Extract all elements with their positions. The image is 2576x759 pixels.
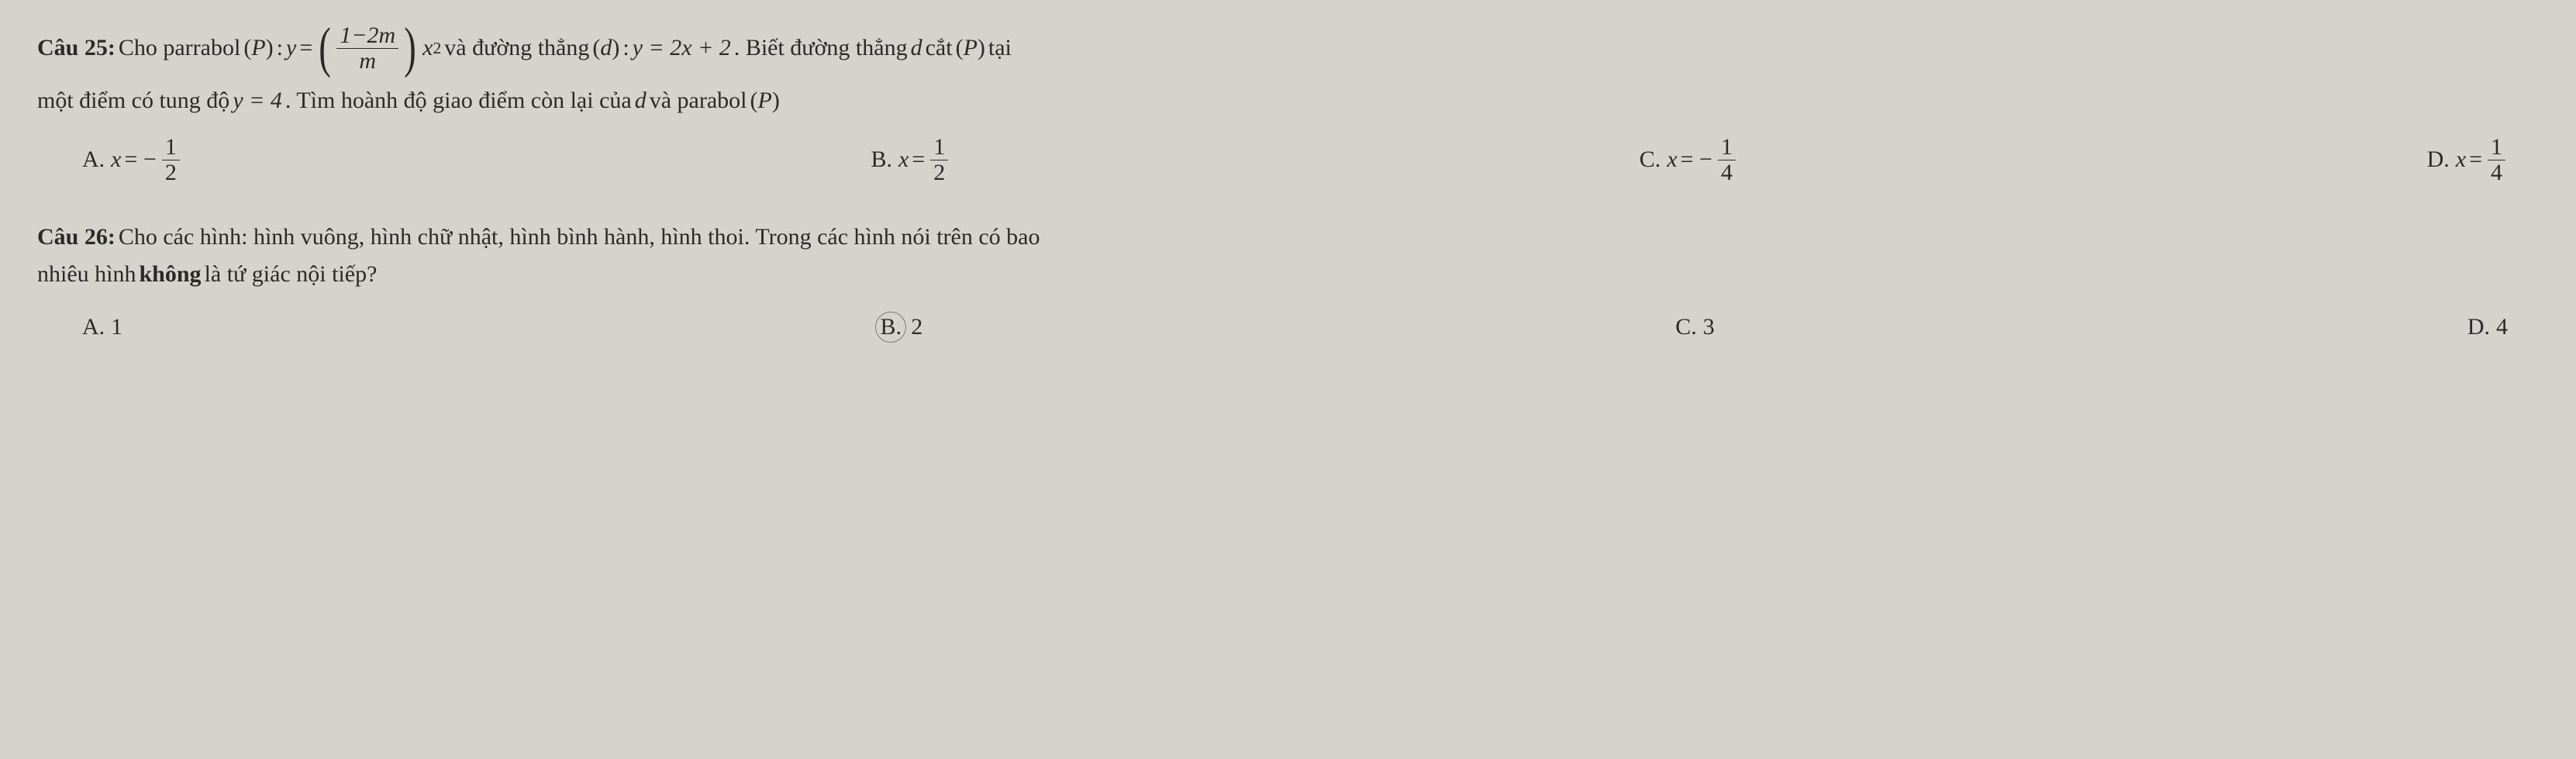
- line-equation: y = 2x + 2: [633, 29, 731, 67]
- question-25: Câu 25: Cho parrabol (P) : y = ( 1−2m m …: [37, 23, 2539, 185]
- option-value: 4: [2496, 309, 2508, 346]
- option-B[interactable]: B. 2: [875, 309, 922, 346]
- frac-den: m: [356, 49, 379, 74]
- frac-den: 4: [2488, 160, 2505, 185]
- big-lparen-icon: (: [319, 26, 331, 71]
- option-D[interactable]: D. 4: [2467, 309, 2508, 346]
- line-d: (d): [592, 29, 619, 67]
- equals-neg: = −: [1681, 141, 1712, 178]
- y-equals-4: y = 4: [233, 82, 282, 119]
- var-P: P: [251, 29, 265, 67]
- frac-den: 2: [162, 160, 180, 185]
- paren-open: (: [750, 82, 758, 119]
- option-label: A.: [82, 141, 105, 178]
- stem-text: và đường thẳng: [444, 29, 589, 67]
- stem-line-1: Câu 25: Cho parrabol (P) : y = ( 1−2m m …: [37, 23, 2539, 73]
- option-value: 3: [1703, 309, 1715, 346]
- frac-den: 4: [1718, 160, 1736, 185]
- stem-text: nhiêu hình: [37, 256, 136, 293]
- paren-open: (: [592, 29, 600, 67]
- stem-line-1: Câu 26: Cho các hình: hình vuông, hình c…: [37, 219, 2539, 256]
- frac-num: 1: [2488, 135, 2505, 160]
- stem-text: là tứ giác nội tiếp?: [205, 256, 378, 293]
- option-D[interactable]: D. x = 1 4: [2427, 135, 2508, 185]
- paren-open: (: [243, 29, 251, 67]
- stem-line-2: nhiêu hình không là tứ giác nội tiếp?: [37, 256, 2539, 293]
- stem-text: . Tìm hoành độ giao điểm còn lại của: [285, 82, 632, 119]
- var-x: x: [1667, 141, 1677, 178]
- question-26-stem: Câu 26: Cho các hình: hình vuông, hình c…: [37, 219, 2539, 293]
- fraction: 1 2: [930, 135, 948, 185]
- fraction: 1 2: [162, 135, 180, 185]
- equals-neg: = −: [125, 141, 157, 178]
- option-C[interactable]: C. 3: [1675, 309, 1715, 346]
- parabola-P: (P): [243, 29, 273, 67]
- option-label: D.: [2427, 141, 2450, 178]
- option-label: C.: [1640, 141, 1661, 178]
- paren-close: ): [266, 29, 274, 67]
- question-label: Câu 25:: [37, 29, 116, 67]
- stem-text: cắt: [926, 29, 953, 67]
- frac-num: 1: [1718, 135, 1736, 160]
- colon: :: [277, 29, 283, 67]
- colon: :: [622, 29, 629, 67]
- question-26-options: A. 1 B. 2 C. 3 D. 4: [37, 309, 2539, 346]
- question-26: Câu 26: Cho các hình: hình vuông, hình c…: [37, 219, 2539, 346]
- parabola-P-3: (P): [750, 82, 780, 119]
- parabola-P-2: (P): [956, 29, 985, 67]
- var-x: x: [898, 141, 909, 178]
- stem-text: Cho các hình: hình vuông, hình chữ nhật,…: [119, 219, 1040, 256]
- coefficient-fraction: ( 1−2m m ): [316, 23, 419, 73]
- option-value: 1: [111, 309, 122, 346]
- var-x: x: [2456, 141, 2466, 178]
- fraction: 1 4: [2488, 135, 2505, 185]
- var-d: d: [911, 29, 922, 67]
- var-x: x: [422, 29, 433, 67]
- paren-open: (: [956, 29, 964, 67]
- x-squared: x2: [422, 29, 441, 67]
- frac-num: 1: [162, 135, 180, 160]
- paren-close: ): [978, 29, 985, 67]
- paren-close: ): [612, 29, 619, 67]
- var-P: P: [964, 29, 978, 67]
- var-d: d: [635, 82, 647, 119]
- frac-den: 2: [930, 160, 948, 185]
- stem-text: tại: [988, 29, 1012, 67]
- option-value: 2: [911, 309, 922, 346]
- equals: =: [299, 29, 312, 67]
- equals: =: [2469, 141, 2482, 178]
- fraction: 1 4: [1718, 135, 1736, 185]
- option-label: D.: [2467, 309, 2490, 346]
- option-label: C.: [1675, 309, 1697, 346]
- big-rparen-icon: ): [404, 26, 416, 71]
- option-C[interactable]: C. x = − 1 4: [1640, 135, 1738, 185]
- option-label: A.: [82, 309, 105, 346]
- paren-close: ): [772, 82, 780, 119]
- equals: =: [912, 141, 925, 178]
- fraction: 1−2m m: [336, 23, 398, 73]
- stem-text: một điểm có tung độ: [37, 82, 229, 119]
- option-A[interactable]: A. x = − 1 2: [82, 135, 182, 185]
- option-label: B.: [880, 309, 902, 346]
- stem-bold: không: [140, 256, 202, 293]
- stem-text: và parabol: [650, 82, 747, 119]
- stem-text: Cho parrabol: [119, 29, 240, 67]
- question-25-stem: Câu 25: Cho parrabol (P) : y = ( 1−2m m …: [37, 23, 2539, 119]
- option-A[interactable]: A. 1: [82, 309, 122, 346]
- option-B[interactable]: B. x = 1 2: [871, 135, 950, 185]
- stem-line-2: một điểm có tung độ y = 4 . Tìm hoành độ…: [37, 82, 2539, 119]
- var-P: P: [758, 82, 772, 119]
- question-25-options: A. x = − 1 2 B. x = 1 2 C. x = − 1: [37, 135, 2539, 185]
- frac-num: 1−2m: [336, 23, 398, 48]
- option-label: B.: [871, 141, 892, 178]
- frac-num: 1: [930, 135, 948, 160]
- stem-text: . Biết đường thẳng: [734, 29, 908, 67]
- var-x: x: [111, 141, 121, 178]
- pencil-circle-icon: B.: [875, 312, 906, 343]
- var-d: d: [600, 29, 612, 67]
- var-y: y: [286, 29, 296, 67]
- question-label: Câu 26:: [37, 219, 116, 256]
